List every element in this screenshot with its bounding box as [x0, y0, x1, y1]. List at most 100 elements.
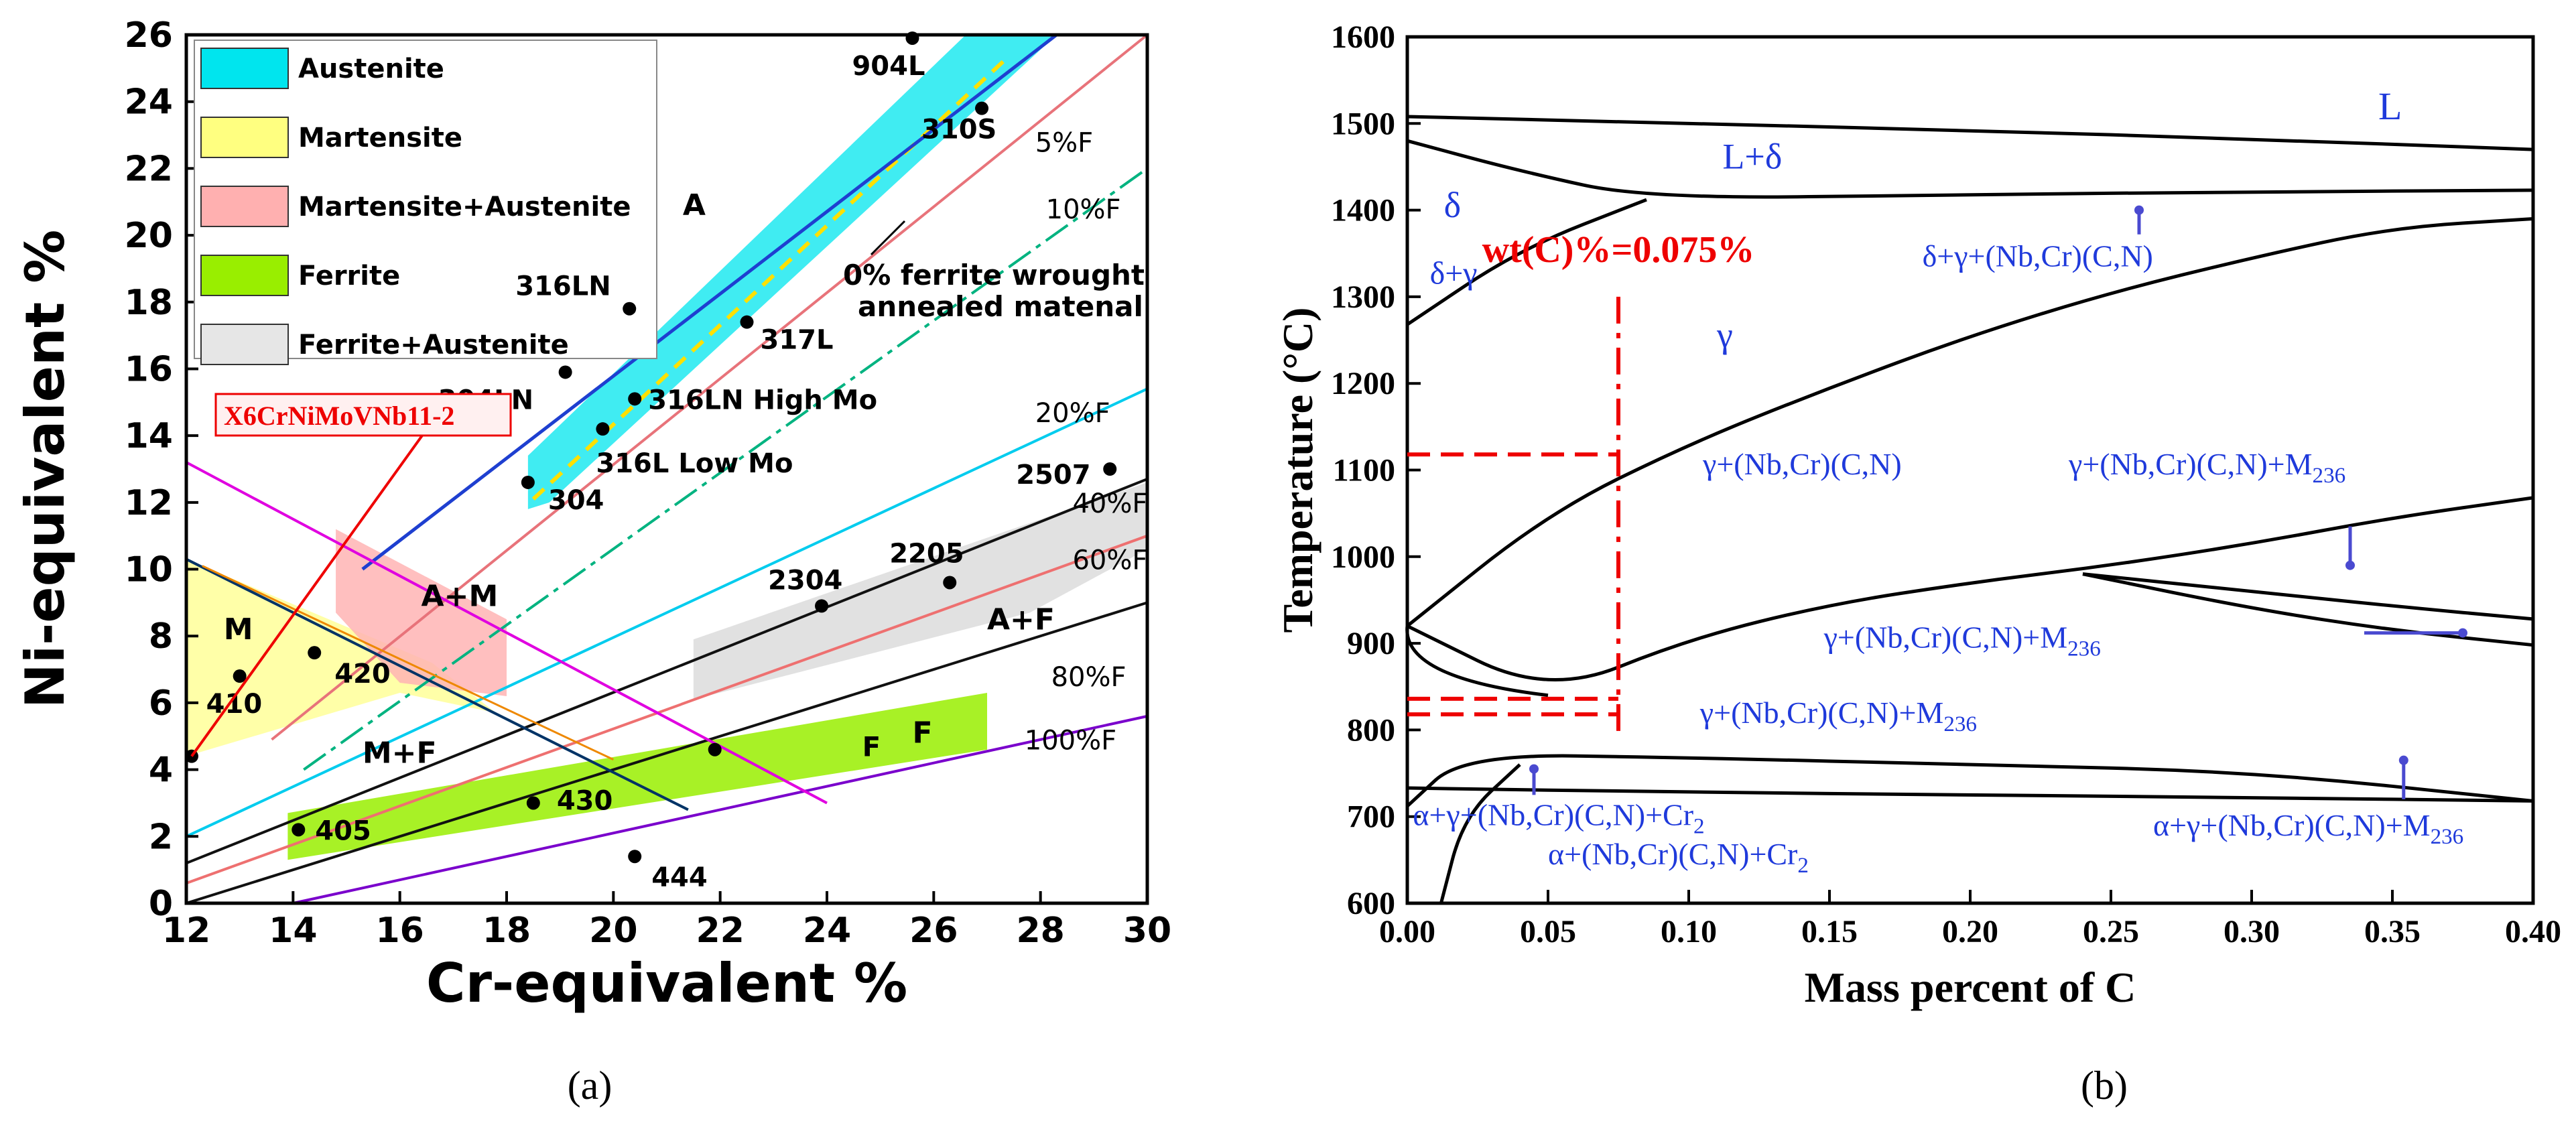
legend-swatch [200, 117, 289, 158]
ferrite-line-label: 40%F [1072, 488, 1147, 519]
label-part: 23 [1943, 712, 1966, 736]
data-point-label: 2205 [889, 538, 964, 569]
x-tick-label-a: 16 [375, 911, 424, 951]
chart-b: wt(C)%=0.075% 0.00 0.05 0.10 0.15 0.20 0.25 0.3… [1274, 19, 2561, 1108]
data-point-label: 410 [206, 689, 263, 720]
ferrite-line-label: 80%F [1051, 662, 1126, 693]
y-tick-label-a: 22 [125, 149, 173, 189]
legend-swatch [200, 255, 289, 296]
data-point [905, 31, 919, 45]
data-point-label: 316LN High Mo [648, 385, 877, 415]
pointer-arrow-head [2398, 755, 2408, 765]
label-part: 23 [2067, 637, 2089, 661]
y-tick-label-b: 1600 [1331, 19, 1395, 55]
callout-arrow [190, 434, 424, 757]
data-point-label: 430 [557, 785, 613, 816]
legend-swatch [200, 186, 289, 227]
label-part: δ+γ+(Nb,Cr)(C,N) [1923, 239, 2153, 273]
label-part: γ+(Nb,Cr)(C,N)+M [1823, 620, 2068, 655]
ferrite-line-5 [186, 601, 1148, 905]
data-point-label: 304 [548, 485, 604, 516]
legend-label: Martensite [298, 123, 462, 153]
region-label: M+F [363, 736, 437, 771]
label-part: 2 [1693, 814, 1705, 839]
legend-label: Martensite+Austenite [298, 192, 631, 222]
x-tick-label-a: 30 [1123, 911, 1171, 951]
annotation-line-1: 0% ferrite wrought [843, 259, 1145, 291]
data-point-label: 420 [334, 659, 391, 689]
phase-boundary-line [1407, 115, 2534, 151]
label-part: L [2378, 84, 2402, 128]
data-point [526, 796, 540, 810]
y-tick-label-a: 6 [149, 683, 173, 724]
phase-boundary-line [2082, 572, 2534, 647]
phase-label-L: L [2378, 84, 2402, 128]
ferrite-line-1 [303, 167, 1149, 771]
data-point-label: F [862, 732, 881, 763]
data-point-label: 2507 [1016, 460, 1090, 490]
phase-boundary-line [1406, 754, 2534, 808]
ferrite-line-label: 10%F [1046, 194, 1121, 225]
ferrite-line-0 [271, 34, 1149, 741]
panel-a-caption: (a) [568, 1063, 613, 1108]
data-point [596, 422, 610, 436]
ferrite-line-4 [186, 534, 1148, 884]
legend-swatch [200, 324, 289, 365]
phase-boundary-line [1406, 496, 2534, 681]
label-part: α+γ+(Nb,Cr)(C,N)+M [2153, 808, 2431, 842]
data-point [308, 646, 322, 660]
data-point [943, 576, 957, 590]
y-tick-label-a: 2 [149, 817, 173, 857]
y-tick-label-a: 12 [125, 483, 173, 523]
ferrite-line-6 [292, 714, 1148, 905]
legend-swatch [200, 48, 289, 89]
x-tick-label-a: 20 [589, 911, 637, 951]
x-tick-label-a: 22 [696, 911, 744, 951]
phase-label-alpha-cr2n: α+(Nb,Cr)(C,N)+Cr2 [1548, 837, 1809, 878]
pointer-arrow-head [2458, 628, 2467, 638]
phase-boundary-line [1439, 763, 1521, 904]
y-tick-label-a: 24 [125, 82, 173, 123]
pointer-arrow-head [2345, 560, 2355, 570]
data-point-label: 904L [852, 51, 925, 82]
composition-marker-label: wt(C)%=0.075% [1482, 229, 1755, 271]
data-point-label: 444 [651, 862, 707, 893]
label-part: 6 [2089, 637, 2101, 661]
region-label: F [912, 716, 932, 750]
data-point-label: 405 [315, 815, 371, 846]
phase-label-gamma: γ [1716, 315, 1733, 355]
y-tick-label-b: 800 [1347, 712, 1395, 748]
phase-boundary-line [2082, 572, 2534, 621]
region-label: A+F [987, 602, 1055, 637]
ferrite-line-label: 20%F [1035, 398, 1110, 429]
phase-label-gamma-carbide-m23-low: γ+(Nb,Cr)(C,N)+M236 [1699, 696, 1977, 736]
phase-boundary-line [1406, 198, 1647, 326]
martensite-boundary-line [186, 557, 689, 811]
phase-label-alpha-gamma-m23: α+γ+(Nb,Cr)(C,N)+M236 [2153, 808, 2463, 849]
legend-label: Austenite [298, 54, 444, 84]
phase-boundary-line [1407, 786, 2534, 803]
y-tick-label-a: 18 [125, 283, 173, 323]
data-point [292, 823, 306, 837]
label-part: 2 [1797, 853, 1809, 878]
x-tick-label-a: 18 [482, 911, 531, 951]
data-point [1103, 462, 1117, 476]
austenite-boundary-line [361, 34, 1058, 571]
label-part: 6 [2453, 824, 2464, 849]
phase-label-delta: δ [1444, 185, 1461, 225]
data-point [521, 475, 535, 489]
y-tick-label-b: 600 [1347, 886, 1395, 921]
x-tick-label-b: 0.20 [1942, 914, 1998, 949]
pointer-arrow-head [1529, 764, 1539, 774]
martensite-boundary-orange [202, 565, 614, 761]
label-part: 6 [1966, 712, 1977, 736]
x-tick-label-b: 0.10 [1661, 914, 1717, 949]
y-tick-label-b: 900 [1347, 626, 1395, 661]
x-tick-label-a: 14 [269, 911, 317, 951]
martensite-region [186, 559, 497, 756]
y-tick-label-b: 1300 [1331, 279, 1395, 315]
data-point [233, 669, 247, 683]
austenite-region [527, 35, 1057, 509]
